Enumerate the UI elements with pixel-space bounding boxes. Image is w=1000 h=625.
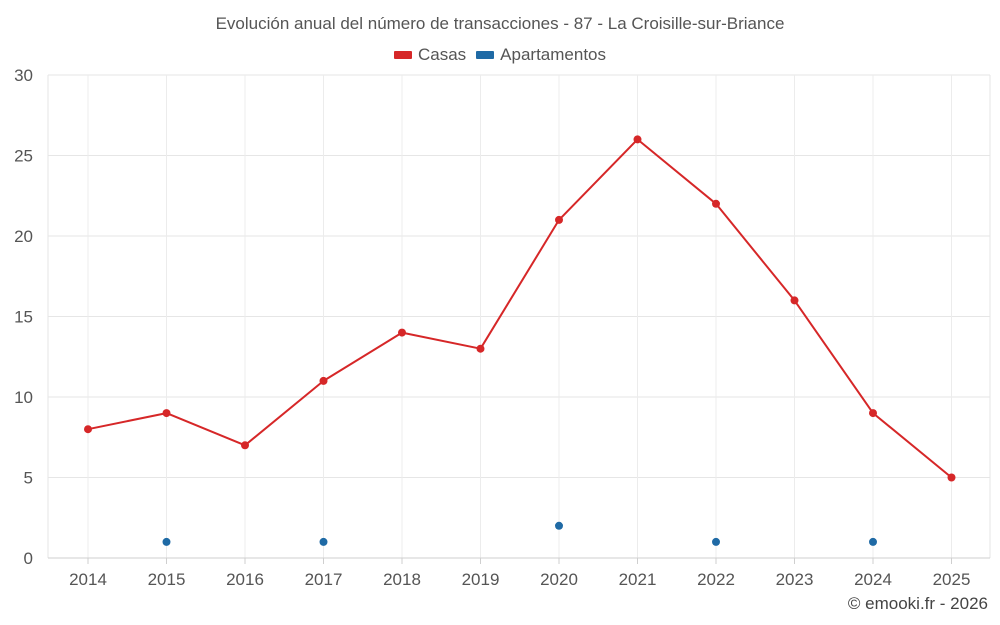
data-point-casas	[398, 328, 406, 337]
x-tick-label: 2016	[226, 570, 264, 589]
data-point-casas	[555, 215, 563, 224]
data-point-casas	[869, 409, 877, 418]
x-tick-label: 2018	[383, 570, 421, 589]
y-tick-label: 0	[24, 549, 33, 568]
data-point-casas	[241, 441, 249, 450]
legend-label-apartamentos: Apartamentos	[500, 45, 607, 64]
data-point-casas	[84, 425, 92, 434]
x-tick-label: 2024	[854, 570, 892, 589]
x-tick-label: 2017	[305, 570, 343, 589]
data-point-apartamentos	[555, 521, 563, 530]
legend-swatch-apartamentos	[476, 51, 495, 59]
legend-item-casas[interactable]: Casas	[393, 45, 467, 65]
y-tick-label: 10	[14, 388, 33, 407]
y-tick-label: 20	[14, 227, 33, 246]
x-tick-label: 2020	[540, 570, 578, 589]
legend-swatch-casas	[393, 51, 412, 59]
y-tick-label: 15	[14, 308, 33, 327]
data-point-apartamentos	[162, 537, 171, 546]
x-tick-label: 2021	[619, 570, 657, 589]
legend-label-casas: Casas	[417, 45, 467, 64]
data-point-casas	[162, 409, 171, 418]
chart-title: Evolución anual del número de transaccio…	[215, 14, 785, 33]
data-point-apartamentos	[869, 537, 877, 546]
x-tick-label: 2015	[148, 570, 186, 589]
data-point-apartamentos	[319, 537, 328, 546]
legend-item-apartamentos[interactable]: Apartamentos	[476, 45, 606, 65]
data-point-casas	[476, 344, 485, 353]
x-tick-label: 2023	[776, 570, 814, 589]
data-point-casas	[947, 473, 956, 482]
x-tick-label: 2022	[697, 570, 735, 589]
x-tick-label: 2014	[69, 570, 107, 589]
data-point-casas	[790, 296, 799, 305]
x-tick-label: 2025	[933, 570, 971, 589]
y-tick-label: 5	[24, 469, 33, 488]
legend: Casas Apartamentos	[0, 45, 1000, 65]
y-tick-label: 25	[14, 147, 33, 166]
series-line-casas	[87, 138, 953, 479]
data-point-casas	[712, 199, 720, 208]
credit-text: © emooki.fr - 2026	[847, 594, 988, 613]
x-tick-label: 2019	[462, 570, 500, 589]
data-point-casas	[319, 376, 328, 385]
y-tick-label: 30	[14, 66, 33, 85]
data-point-apartamentos	[712, 537, 720, 546]
data-point-casas	[633, 135, 642, 144]
